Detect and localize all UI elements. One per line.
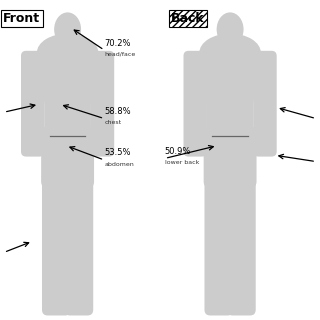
Text: 58.8%: 58.8%	[104, 107, 131, 116]
Text: Back: Back	[171, 12, 205, 25]
Text: 70.2%: 70.2%	[104, 38, 131, 48]
FancyBboxPatch shape	[224, 38, 236, 62]
FancyBboxPatch shape	[207, 41, 253, 141]
Text: abdomen: abdomen	[104, 162, 134, 167]
Polygon shape	[198, 46, 262, 136]
Ellipse shape	[199, 34, 261, 72]
Ellipse shape	[54, 12, 81, 46]
Ellipse shape	[37, 34, 98, 72]
FancyBboxPatch shape	[91, 51, 114, 156]
Text: 53.5%: 53.5%	[104, 148, 131, 157]
FancyBboxPatch shape	[64, 170, 93, 316]
Text: lower back: lower back	[165, 160, 199, 165]
FancyBboxPatch shape	[21, 51, 44, 156]
FancyBboxPatch shape	[227, 170, 256, 316]
Text: 50.9%: 50.9%	[165, 147, 191, 156]
FancyBboxPatch shape	[44, 41, 91, 141]
FancyBboxPatch shape	[41, 127, 94, 188]
FancyBboxPatch shape	[61, 38, 74, 62]
Polygon shape	[36, 46, 100, 136]
Text: Front: Front	[3, 12, 40, 25]
Text: head/face: head/face	[104, 52, 135, 57]
FancyBboxPatch shape	[204, 170, 233, 316]
Ellipse shape	[217, 12, 244, 46]
Text: chest: chest	[104, 120, 121, 125]
FancyBboxPatch shape	[42, 170, 71, 316]
FancyBboxPatch shape	[183, 51, 207, 156]
FancyBboxPatch shape	[253, 51, 277, 156]
FancyBboxPatch shape	[204, 127, 257, 188]
